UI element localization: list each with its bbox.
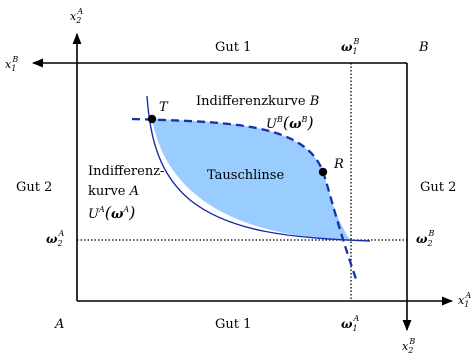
- curve-b-utility: UB(ωB): [266, 113, 314, 132]
- point-r-label: R: [333, 157, 344, 172]
- origin-a-label: A: [54, 317, 64, 332]
- omega-b2-label: ω2B: [416, 229, 435, 248]
- omega-b1-label: ω1B: [341, 37, 360, 56]
- axis-label-a-vertical: x2A: [70, 7, 83, 25]
- point-r: [318, 167, 328, 177]
- gut1-bottom-label: Gut 1: [215, 317, 251, 332]
- origin-b-label: B: [418, 40, 429, 55]
- omega-a1-label: ω1A: [341, 314, 360, 333]
- point-t: [147, 114, 157, 124]
- point-t-label: T: [159, 100, 169, 115]
- gut2-left-label: Gut 2: [16, 180, 52, 195]
- curve-a-utility: UA(ωA): [88, 203, 135, 222]
- curve-a-title-line2: kurve A: [88, 184, 139, 199]
- exchange-lens-label: Tauschlinse: [207, 168, 284, 183]
- curve-a-title-line1: Indifferenz-: [88, 164, 164, 179]
- omega-a2-label: ω2A: [46, 229, 65, 248]
- curve-b-title: Indifferenzkurve B: [196, 94, 319, 109]
- axis-label-b-vertical: x2B: [402, 337, 415, 355]
- indifference-curve-a: [146, 95, 371, 242]
- exchange-lens: [152, 119, 350, 240]
- axis-label-b-horizontal: x1B: [5, 55, 18, 73]
- axis-label-a-horizontal: x1A: [458, 291, 471, 309]
- gut1-top-label: Gut 1: [215, 40, 251, 55]
- indifference-curve-b: [131, 117, 359, 283]
- gut2-right-label: Gut 2: [420, 180, 456, 195]
